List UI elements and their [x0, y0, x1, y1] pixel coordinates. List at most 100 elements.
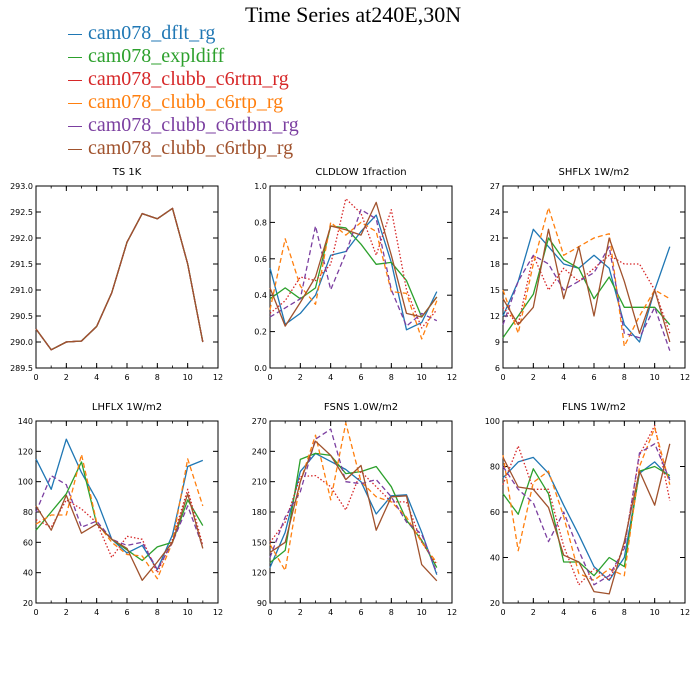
legend-label: cam078_clubb_c6rtbp_rg [88, 137, 294, 159]
series-line [269, 452, 438, 575]
chart-panel: FLNS 1W/m2 0 2 4 6 8 10 12 20 40 60 80 100 [485, 402, 690, 617]
x-tick-label: 2 [298, 608, 303, 617]
figure-title: Time Series at240E,30N [245, 2, 462, 27]
series-line [269, 422, 438, 572]
y-tick-label: 100 [18, 478, 33, 487]
x-tick-label: 12 [680, 373, 690, 382]
series-line [269, 428, 438, 573]
y-tick-label: 80 [490, 463, 500, 472]
y-tick-label: 40 [23, 569, 33, 578]
y-tick-label: 290.0 [10, 338, 33, 347]
y-tick-label: 291.0 [10, 286, 33, 295]
x-tick-label: 2 [298, 373, 303, 382]
series-line [35, 438, 204, 571]
x-tick-label: 0 [500, 373, 505, 382]
x-tick-label: 10 [650, 373, 660, 382]
y-tick-label: 60 [490, 508, 500, 517]
series-line [502, 443, 671, 586]
x-tick-label: 12 [680, 608, 690, 617]
y-tick-label: 210 [252, 478, 267, 487]
series-line [502, 228, 671, 343]
y-tick-label: 120 [252, 569, 267, 578]
y-tick-label: 0.6 [254, 255, 267, 264]
y-tick-label: 21 [490, 234, 500, 243]
y-tick-label: 100 [485, 417, 500, 426]
series-line [502, 427, 671, 581]
y-tick-label: 291.5 [10, 260, 33, 269]
y-tick-label: 0.8 [254, 218, 267, 227]
y-tick-label: 293.0 [10, 182, 33, 191]
y-tick-label: 180 [252, 508, 267, 517]
chart-title: FSNS 1.0W/m2 [324, 402, 398, 413]
chart-title: CLDLOW 1fraction [315, 167, 406, 178]
x-tick-label: 6 [358, 373, 363, 382]
x-tick-label: 12 [213, 373, 223, 382]
series-line [502, 443, 671, 595]
y-tick-label: 15 [490, 286, 500, 295]
x-tick-label: 10 [183, 608, 193, 617]
x-tick-label: 6 [124, 373, 129, 382]
series-line [269, 225, 438, 318]
series-line [269, 209, 438, 327]
x-tick-label: 6 [358, 608, 363, 617]
y-tick-label: 292.5 [10, 208, 33, 217]
y-tick-label: 24 [490, 208, 500, 217]
legend-swatch [68, 102, 82, 104]
legend-label: cam078_clubb_c6rtp_rg [88, 91, 284, 113]
x-tick-label: 8 [622, 373, 627, 382]
chart-panel: LHFLX 1W/m2 0 2 4 6 8 10 12 20 40 60 80 100 120 140 [18, 402, 223, 617]
x-tick-label: 0 [33, 608, 38, 617]
x-tick-label: 10 [650, 608, 660, 617]
y-tick-label: 18 [490, 260, 500, 269]
x-tick-label: 8 [155, 373, 160, 382]
chart-title: TS 1K [112, 167, 142, 178]
series-line [502, 207, 671, 347]
y-tick-label: 12 [490, 312, 500, 321]
chart-title: LHFLX 1W/m2 [92, 402, 162, 413]
legend-swatch [68, 148, 82, 150]
y-tick-label: 27 [490, 182, 500, 191]
y-tick-label: 20 [23, 599, 33, 608]
series-line [269, 440, 438, 582]
legend-item: cam078_clubb_c6rtm_rg [68, 68, 299, 91]
y-tick-label: 60 [23, 538, 33, 547]
legend-swatch [68, 56, 82, 58]
x-tick-label: 4 [94, 373, 99, 382]
legend-item: cam078_expldiff [68, 45, 299, 68]
legend-item: cam078_clubb_c6rtbp_rg [68, 137, 299, 160]
legend-label: cam078_dflt_rg [88, 22, 216, 44]
y-tick-label: 292.0 [10, 234, 33, 243]
legend-item: cam078_dflt_rg [68, 22, 299, 45]
x-tick-label: 0 [33, 373, 38, 382]
y-tick-label: 1.0 [254, 182, 267, 191]
x-tick-label: 8 [155, 608, 160, 617]
x-tick-label: 12 [447, 608, 457, 617]
series-line [35, 493, 204, 581]
x-tick-label: 10 [183, 373, 193, 382]
y-tick-label: 289.5 [10, 364, 33, 373]
y-tick-label: 9 [495, 338, 500, 347]
y-tick-label: 290.5 [10, 312, 33, 321]
legend-label: cam078_expldiff [88, 45, 225, 67]
x-tick-label: 6 [124, 608, 129, 617]
y-tick-label: 270 [252, 417, 267, 426]
y-tick-label: 20 [490, 599, 500, 608]
legend-item: cam078_clubb_c6rtp_rg [68, 91, 299, 114]
x-tick-label: 6 [591, 373, 596, 382]
chart-panel: FSNS 1.0W/m2 0 2 4 6 8 10 12 90 120 150 180 210 240 27… [252, 402, 457, 617]
series-line [502, 456, 671, 581]
x-tick-label: 4 [328, 373, 333, 382]
series-line [269, 221, 438, 340]
y-tick-label: 150 [252, 538, 267, 547]
x-tick-label: 12 [213, 608, 223, 617]
y-tick-label: 140 [18, 417, 33, 426]
y-tick-label: 80 [23, 508, 33, 517]
chart-panel: TS 1K 0 2 4 6 8 10 12 289.5 290.0 290.5 291.0 291.5 2… [10, 167, 223, 382]
x-tick-label: 8 [389, 608, 394, 617]
plot-frame [269, 420, 453, 604]
legend-swatch [68, 33, 82, 35]
x-tick-label: 8 [622, 608, 627, 617]
x-tick-label: 10 [417, 373, 427, 382]
